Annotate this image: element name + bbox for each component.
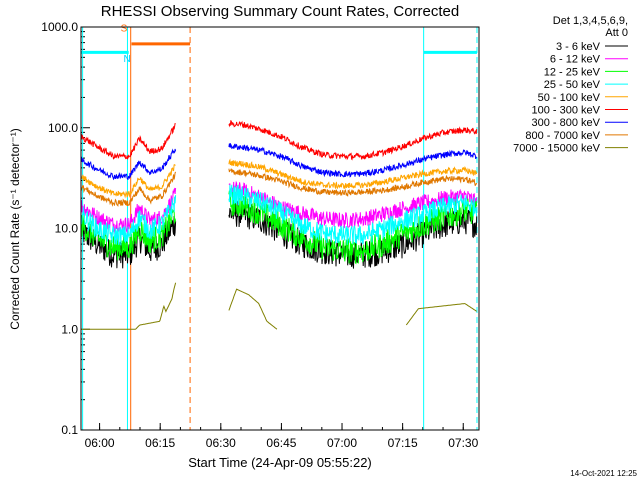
chart-title: RHESSI Observing Summary Count Rates, Co…: [101, 3, 459, 20]
legend-header-line-2: Att 0: [605, 27, 628, 39]
y-tick-label: 100.0: [48, 121, 78, 135]
y-tick-label: 0.1: [61, 423, 78, 437]
legend-label: 100 - 300 keV: [532, 105, 601, 117]
x-tick-label: 07:30: [448, 436, 478, 450]
series-line: [81, 143, 478, 181]
y-axis-label: Corrected Count Rate (s⁻¹ detector⁻¹): [8, 128, 22, 329]
traces: [81, 119, 478, 330]
series-line: [81, 119, 478, 161]
x-axis-label: Start Time (24-Apr-09 05:55:22): [188, 455, 372, 470]
legend-label: 7000 - 15000 keV: [513, 143, 601, 155]
x-tick-label: 07:00: [327, 436, 357, 450]
x-tick-label: 06:15: [145, 436, 175, 450]
legend-label: 25 - 50 keV: [544, 79, 601, 91]
y-tick-label: 1.0: [61, 322, 78, 336]
y-tick-label: 10.0: [55, 222, 79, 236]
series-line: [81, 282, 477, 330]
legend-label: 50 - 100 keV: [538, 92, 601, 104]
legend-label: 3 - 6 keV: [556, 41, 601, 53]
series-line: [81, 168, 478, 207]
plot-frame: [80, 26, 480, 431]
y-tick-label: 1000.0: [41, 20, 78, 34]
plot-marks: 0.1 1.0 10.0 100.0 1000.0 06:00 06:15 06:30 06:4…: [41, 20, 628, 450]
legend-header-line-1: Det 1,3,4,5,6,9,: [553, 15, 628, 27]
x-tick-label: 06:00: [85, 436, 115, 450]
legend-label: 12 - 25 keV: [544, 66, 601, 78]
legend-label: 800 - 7000 keV: [525, 130, 600, 142]
legend-label: 300 - 800 keV: [532, 117, 601, 129]
footer-timestamp: 14-Oct-2021 12:25: [570, 469, 637, 478]
x-tick-label: 06:30: [206, 436, 236, 450]
series-line: [81, 158, 478, 199]
series-line: [81, 184, 478, 246]
x-tick-label: 07:15: [388, 436, 418, 450]
x-tick-label: 06:45: [266, 436, 296, 450]
annotation-s: S: [121, 24, 128, 35]
annotation-n: N: [124, 54, 131, 65]
series-line: [81, 199, 478, 269]
legend-label: 6 - 12 keV: [550, 54, 601, 66]
